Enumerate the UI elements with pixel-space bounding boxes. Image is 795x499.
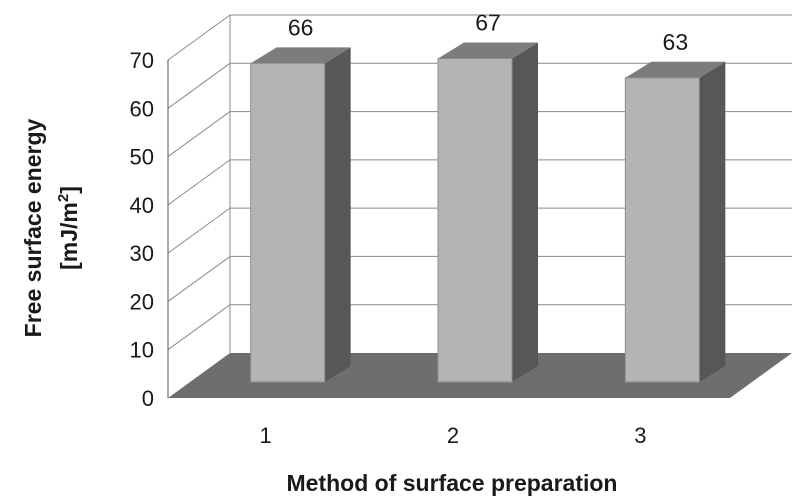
bar — [437, 42, 538, 383]
x-tick-label: 3 — [634, 423, 646, 448]
y-axis-title: Free surface energy [mJ/m2] — [20, 118, 82, 337]
y-tick-label: 0 — [142, 386, 154, 411]
x-axis-ticks: 1 2 3 — [260, 423, 647, 448]
data-label: 67 — [475, 9, 501, 35]
gridline-diagonal — [167, 207, 231, 254]
y-axis-unit-prefix: [mJ/m — [56, 202, 82, 270]
x-tick-label: 2 — [447, 423, 459, 448]
bar — [624, 61, 726, 383]
bar-side — [699, 61, 726, 383]
y-tick-label: 40 — [130, 193, 154, 218]
y-tick-label: 60 — [130, 96, 154, 121]
y-axis-unit-superscript: 2 — [55, 194, 72, 202]
gridline-diagonal — [167, 62, 231, 109]
data-labels: 66 67 63 — [288, 9, 688, 54]
bar-top — [250, 47, 351, 64]
gridline-diagonal — [167, 111, 231, 157]
y-axis-title-line2: [mJ/m2] — [55, 186, 82, 270]
bar-top — [625, 61, 726, 78]
y-tick-label: 10 — [130, 338, 154, 363]
y-axis-ticks: 0 10 20 30 40 50 60 70 — [130, 48, 154, 411]
gridline-diagonal — [167, 14, 231, 61]
y-axis-title-line1: Free surface energy — [20, 118, 46, 337]
gridline-diagonal — [167, 304, 231, 351]
gridline-diagonal — [167, 256, 231, 302]
gridline-diagonal — [167, 159, 231, 206]
data-label: 63 — [663, 29, 689, 55]
bar-front — [437, 57, 513, 383]
bar — [250, 47, 351, 383]
y-tick-label: 70 — [130, 48, 154, 73]
y-tick-label: 50 — [130, 145, 154, 170]
bar-front — [250, 62, 326, 383]
bar-top — [438, 42, 538, 59]
x-axis-title: Method of surface preparation — [287, 470, 618, 496]
bar-front — [624, 77, 700, 383]
bar-side — [324, 47, 351, 383]
bars — [250, 42, 726, 383]
y-tick-label: 30 — [130, 241, 154, 266]
y-axis-unit-suffix: ] — [56, 186, 82, 194]
data-label: 66 — [288, 14, 314, 40]
bar-side — [512, 42, 538, 382]
x-tick-label: 1 — [260, 423, 272, 448]
y-tick-label: 20 — [130, 289, 154, 314]
